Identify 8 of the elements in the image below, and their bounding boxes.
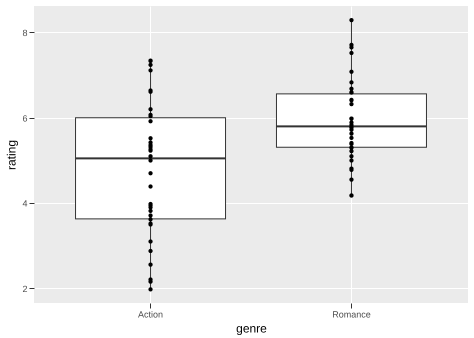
y-tick-label: 6 [22,113,28,124]
y-tick-label: 8 [22,28,28,38]
y-axis-title: rating [4,140,18,170]
x-tick-label: Romance [332,310,371,320]
x-tick-label: Action [138,310,164,320]
x-axis-title: genre [236,322,268,336]
y-tick-label: 2 [22,284,28,294]
y-tick-label: 4 [22,198,28,209]
